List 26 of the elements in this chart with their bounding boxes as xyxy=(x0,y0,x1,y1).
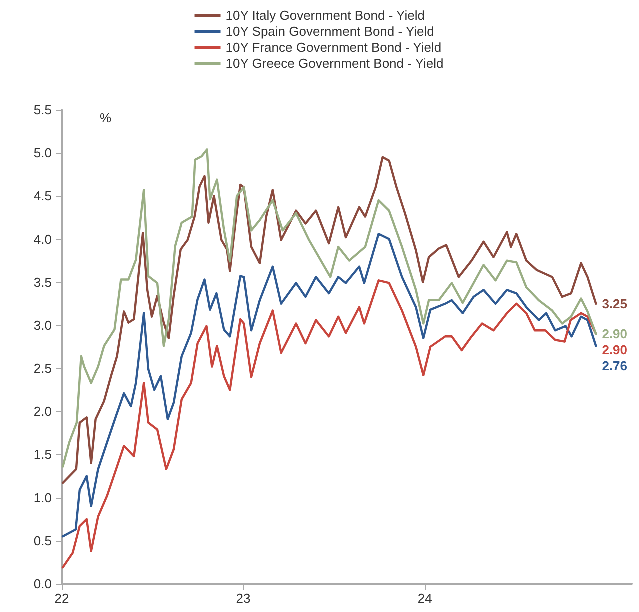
legend-label: 10Y Spain Government Bond - Yield xyxy=(226,24,434,39)
data-label: 2.76 xyxy=(602,358,628,374)
x-tick-label: 24 xyxy=(418,591,432,606)
y-tick-label: 5.0 xyxy=(34,146,52,161)
data-label: 2.90 xyxy=(602,326,628,342)
y-tick-label: 1.0 xyxy=(34,490,52,506)
data-label: 3.25 xyxy=(602,296,628,312)
legend-label: 10Y Italy Government Bond - Yield xyxy=(226,8,425,23)
line-series xyxy=(62,280,598,569)
y-tick-label: 0.5 xyxy=(34,533,52,548)
y-tick-label: 2.5 xyxy=(34,361,52,376)
y-tick-label: 4.0 xyxy=(34,232,52,247)
y-tick-label: 4.5 xyxy=(34,188,52,204)
y-tick-label: 5.5 xyxy=(34,102,52,118)
line-series xyxy=(62,233,598,538)
y-tick-label: 3.5 xyxy=(34,274,52,290)
y-tick-label: 0.0 xyxy=(34,576,52,592)
x-tick-label: 22 xyxy=(54,591,70,606)
y-axis-title: % xyxy=(100,110,112,126)
legend-label: 10Y Greece Government Bond - Yield xyxy=(226,56,444,71)
y-tick-label: 2.0 xyxy=(34,404,52,420)
x-tick-label: 23 xyxy=(236,591,251,606)
data-label: 2.90 xyxy=(602,342,628,358)
legend-label: 10Y France Government Bond - Yield xyxy=(226,40,442,55)
y-tick-label: 3.0 xyxy=(34,318,52,333)
y-tick-label: 1.5 xyxy=(34,447,52,462)
